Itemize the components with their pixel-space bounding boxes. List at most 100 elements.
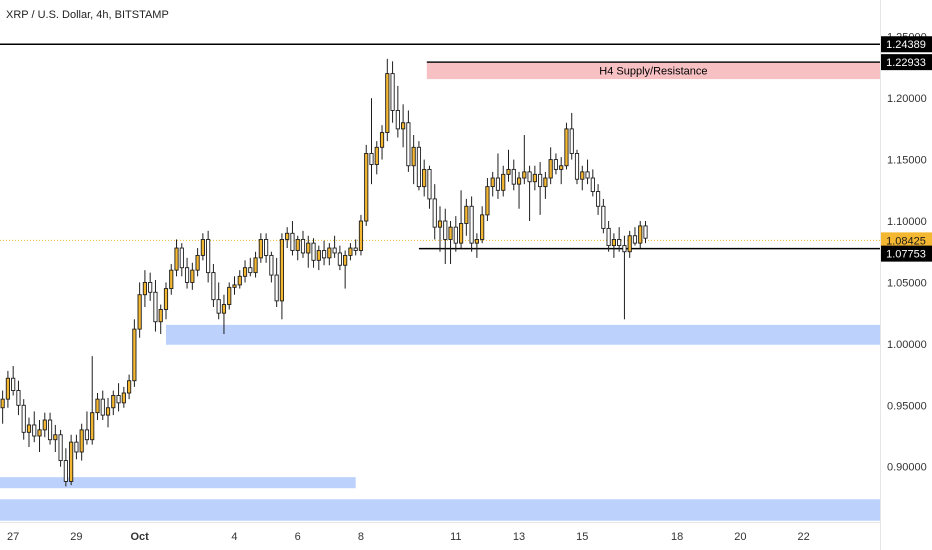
candle-body xyxy=(264,238,269,256)
candle-body xyxy=(559,165,564,170)
candle-body xyxy=(495,177,501,191)
candle-body xyxy=(179,247,184,269)
x-tick-label: 8 xyxy=(358,531,364,543)
candle xyxy=(343,250,348,289)
x-tick-label: 29 xyxy=(70,531,82,543)
candle xyxy=(427,165,432,209)
candle-body xyxy=(622,245,627,253)
candle xyxy=(553,153,559,175)
candle xyxy=(622,235,627,320)
candle xyxy=(358,214,364,256)
candle xyxy=(79,423,84,461)
y-tick-label: 0.90000 xyxy=(887,462,927,474)
candle xyxy=(232,276,237,295)
candle-body xyxy=(279,238,284,302)
price-tag-supply-bg xyxy=(881,54,932,71)
candle xyxy=(53,424,58,452)
candle xyxy=(538,162,543,215)
candle-body xyxy=(84,429,90,441)
candle-body xyxy=(316,250,321,261)
x-tick-label: 22 xyxy=(797,531,809,543)
candle xyxy=(121,386,126,408)
candle-body xyxy=(116,395,121,404)
candle-body xyxy=(358,220,364,251)
candle xyxy=(127,374,132,400)
candle xyxy=(490,171,495,197)
candle xyxy=(0,390,5,424)
candle-body xyxy=(580,171,585,180)
candle xyxy=(522,135,527,185)
candle xyxy=(174,239,179,277)
candle-body xyxy=(163,288,169,310)
candle-body xyxy=(53,434,58,441)
candle-body xyxy=(195,254,200,271)
candle-body xyxy=(148,281,153,293)
price-tag-lower-line: 1.07753 xyxy=(881,245,932,262)
candle-body xyxy=(42,419,47,431)
candle xyxy=(158,304,163,335)
candle xyxy=(26,417,32,448)
candle-body xyxy=(590,177,595,192)
candle-body xyxy=(206,238,211,274)
candle xyxy=(516,171,522,209)
candle-body xyxy=(200,238,205,256)
candle-body xyxy=(0,398,5,409)
candle xyxy=(253,251,258,278)
candle-body xyxy=(564,128,569,167)
candle xyxy=(348,243,353,261)
candle-body xyxy=(443,220,448,240)
zone-1 xyxy=(165,324,880,345)
candle-body xyxy=(132,328,137,382)
candle-body xyxy=(490,177,495,188)
candle xyxy=(632,227,638,246)
candle-body xyxy=(95,398,100,414)
candle-body xyxy=(601,205,606,229)
candle xyxy=(559,157,564,185)
candle xyxy=(32,411,37,443)
y-tick-label: 1.15000 xyxy=(887,155,927,167)
candle xyxy=(105,397,111,428)
candle-body xyxy=(543,177,548,188)
candle xyxy=(95,393,100,421)
candle xyxy=(411,135,416,185)
candle xyxy=(458,190,464,249)
candle-body xyxy=(300,238,306,254)
candle xyxy=(269,251,274,283)
candle xyxy=(258,233,263,263)
candle-body xyxy=(638,225,643,244)
candle xyxy=(590,169,595,197)
candle-body xyxy=(364,152,369,222)
zone-3 xyxy=(0,499,880,521)
x-tick-label: 4 xyxy=(231,531,237,543)
candle-body xyxy=(221,304,227,314)
y-tick-label: 1.10000 xyxy=(887,216,927,228)
candle-body xyxy=(343,254,348,266)
candle xyxy=(443,208,448,265)
candle xyxy=(227,282,232,310)
candle-body xyxy=(437,220,443,228)
candle-body xyxy=(327,247,332,259)
candle-body xyxy=(105,407,111,416)
candle xyxy=(248,257,253,277)
candle-body xyxy=(337,252,342,266)
candle-body xyxy=(269,254,274,276)
candle-body xyxy=(606,227,611,247)
candle-body xyxy=(406,122,411,167)
candle-body xyxy=(464,205,469,224)
candle xyxy=(395,85,400,138)
candle xyxy=(221,294,227,335)
candle-body xyxy=(306,242,311,254)
price-tag-upper-line-text: 1.24389 xyxy=(886,39,926,51)
candle-body xyxy=(643,225,648,239)
candle xyxy=(379,125,385,160)
candle-body xyxy=(617,238,622,247)
price-tag-supply: 1.22933 xyxy=(881,54,932,71)
candle xyxy=(569,112,574,160)
candle xyxy=(453,216,458,252)
candle-body xyxy=(100,398,105,416)
candle-body xyxy=(548,159,553,179)
candle-body xyxy=(401,122,406,130)
candle-body xyxy=(332,247,337,254)
price-tag-upper-line-bg xyxy=(881,36,932,53)
